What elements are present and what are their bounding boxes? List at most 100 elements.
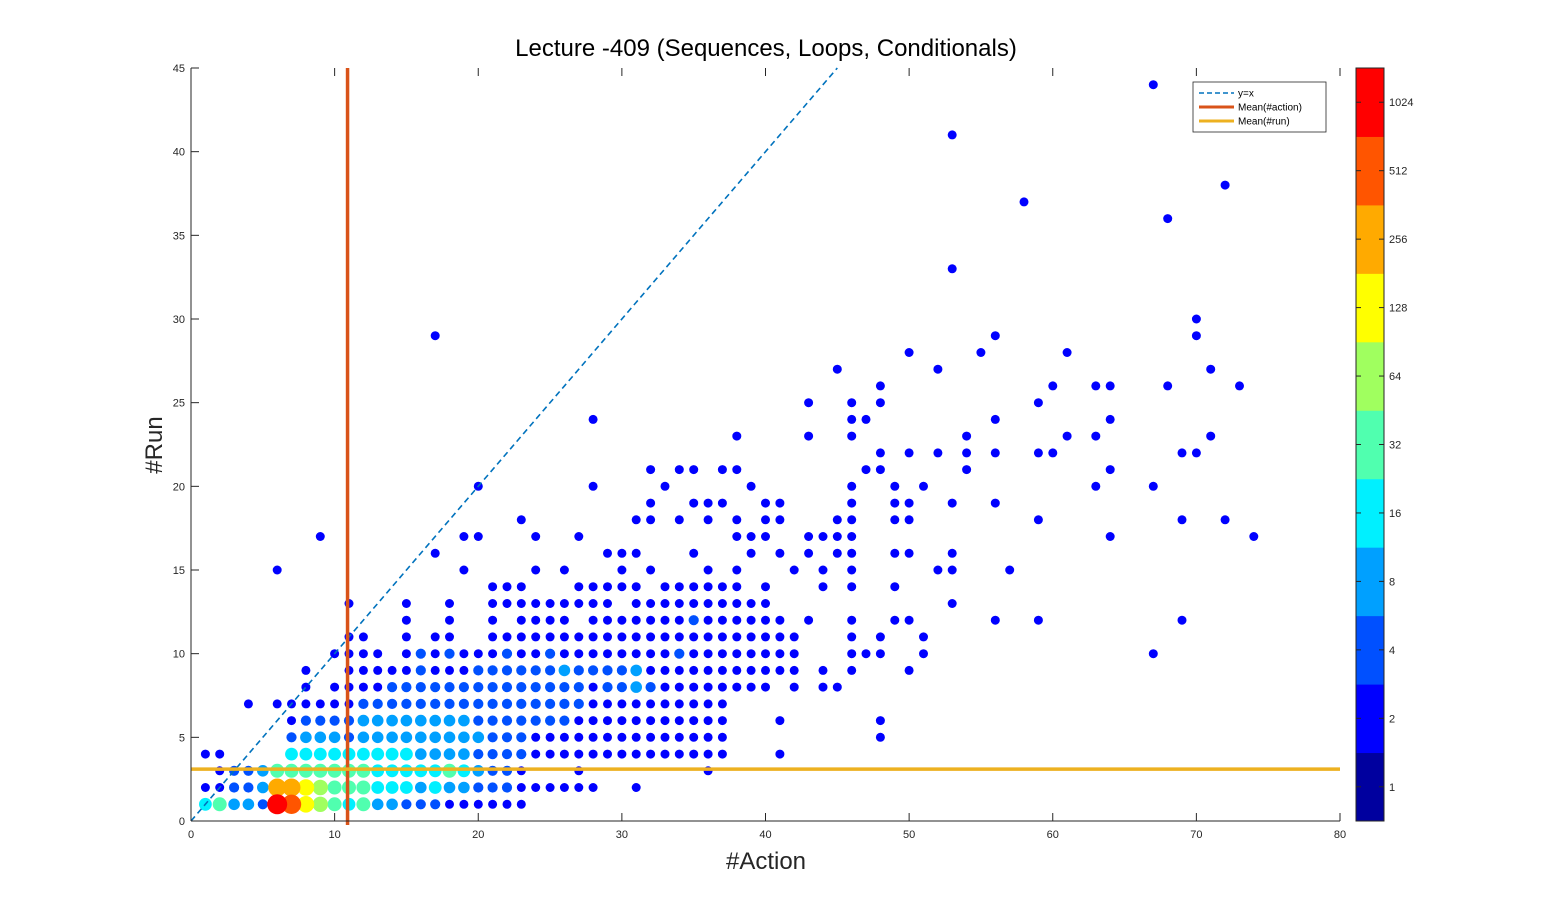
data-point bbox=[473, 715, 484, 726]
data-point bbox=[904, 448, 914, 458]
data-point bbox=[445, 632, 454, 642]
data-point bbox=[501, 665, 513, 676]
data-point bbox=[875, 649, 885, 659]
data-point bbox=[689, 632, 699, 642]
data-point bbox=[1220, 180, 1230, 190]
data-point bbox=[775, 515, 785, 525]
data-point bbox=[530, 715, 541, 726]
data-point bbox=[588, 414, 598, 424]
data-point bbox=[631, 699, 641, 709]
data-point bbox=[674, 699, 684, 709]
x-tick-label: 0 bbox=[188, 829, 194, 841]
data-point bbox=[400, 731, 413, 744]
data-point bbox=[617, 732, 627, 742]
data-point bbox=[282, 778, 301, 797]
data-point bbox=[400, 747, 413, 761]
data-point bbox=[315, 532, 325, 541]
data-point bbox=[588, 682, 598, 692]
data-point bbox=[371, 781, 385, 794]
data-point bbox=[646, 565, 656, 575]
data-point bbox=[631, 749, 641, 759]
data-point bbox=[674, 599, 684, 608]
data-point bbox=[1048, 448, 1058, 458]
colorbar-tick-label: 256 bbox=[1389, 234, 1407, 246]
y-tick-label: 10 bbox=[173, 649, 185, 661]
data-point bbox=[660, 615, 670, 625]
data-point bbox=[703, 582, 713, 592]
data-point bbox=[215, 749, 225, 759]
legend: y=x Mean(#action) Mean(#run) bbox=[1192, 81, 1327, 133]
data-point bbox=[299, 747, 313, 761]
data-point bbox=[415, 781, 427, 794]
plot-background bbox=[191, 68, 1340, 821]
data-point bbox=[501, 749, 513, 760]
data-point bbox=[545, 648, 556, 659]
data-point bbox=[617, 699, 627, 709]
data-point bbox=[732, 565, 742, 575]
data-point bbox=[458, 698, 469, 710]
data-point bbox=[400, 714, 413, 727]
data-point bbox=[847, 532, 857, 541]
data-point bbox=[674, 732, 684, 742]
data-point bbox=[502, 632, 512, 642]
data-point bbox=[1220, 515, 1230, 525]
data-point bbox=[1062, 431, 1072, 441]
data-point bbox=[646, 515, 656, 525]
x-tick-label: 70 bbox=[1190, 829, 1202, 841]
data-point bbox=[646, 615, 656, 625]
data-point bbox=[401, 698, 412, 710]
data-point bbox=[588, 582, 598, 592]
data-point bbox=[1033, 398, 1043, 408]
data-point bbox=[832, 364, 842, 374]
data-point bbox=[947, 498, 957, 508]
data-point bbox=[1235, 381, 1244, 391]
data-point bbox=[1163, 214, 1173, 224]
data-point bbox=[617, 582, 627, 592]
data-point bbox=[530, 682, 541, 693]
data-point bbox=[904, 498, 914, 508]
data-point bbox=[717, 682, 727, 692]
data-point bbox=[545, 783, 555, 792]
data-point bbox=[617, 716, 627, 726]
data-point bbox=[1148, 80, 1158, 90]
data-point bbox=[847, 582, 857, 592]
data-point bbox=[487, 698, 498, 710]
data-point bbox=[847, 548, 857, 558]
data-point bbox=[559, 599, 569, 608]
data-point bbox=[588, 716, 598, 726]
data-point bbox=[646, 732, 656, 742]
data-point bbox=[286, 732, 297, 743]
data-point bbox=[387, 698, 398, 710]
data-point bbox=[488, 615, 498, 625]
data-point bbox=[228, 798, 240, 811]
data-point bbox=[358, 665, 368, 675]
data-point bbox=[327, 797, 342, 812]
data-point bbox=[746, 481, 756, 491]
data-point bbox=[1033, 515, 1043, 525]
colorbar-tick-label: 128 bbox=[1389, 303, 1407, 315]
data-point bbox=[689, 548, 699, 558]
data-point bbox=[312, 796, 328, 812]
data-point bbox=[588, 699, 598, 709]
data-point bbox=[990, 498, 1000, 508]
y-tick-label: 25 bbox=[173, 398, 185, 410]
data-point bbox=[516, 632, 526, 642]
data-point bbox=[875, 381, 885, 391]
data-point bbox=[242, 798, 255, 811]
data-point bbox=[1177, 448, 1187, 458]
data-point bbox=[732, 582, 742, 592]
data-point bbox=[890, 498, 900, 508]
data-point bbox=[558, 664, 571, 677]
data-point bbox=[401, 599, 411, 608]
data-point bbox=[818, 532, 828, 541]
data-point bbox=[674, 615, 684, 625]
data-point bbox=[516, 749, 527, 760]
data-point bbox=[1091, 481, 1101, 491]
data-point bbox=[746, 665, 756, 675]
data-point bbox=[268, 778, 287, 797]
data-point bbox=[458, 731, 470, 744]
data-point bbox=[761, 515, 770, 525]
data-point bbox=[588, 783, 598, 792]
data-point bbox=[631, 783, 641, 792]
data-point bbox=[904, 615, 914, 625]
